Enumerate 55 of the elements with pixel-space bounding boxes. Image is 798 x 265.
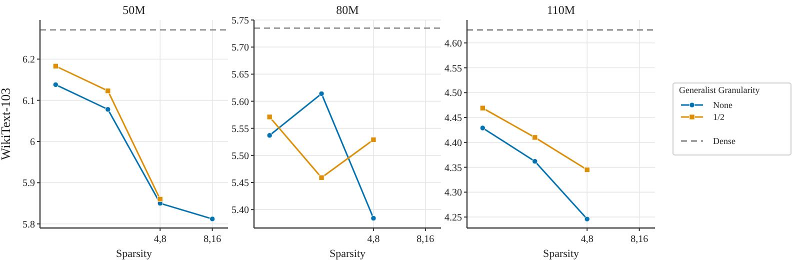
chart-title: 80M [336, 3, 360, 17]
y-tick-label: 5.40 [232, 205, 249, 216]
x-axis-title: Sparsity [116, 248, 153, 260]
point [157, 196, 163, 202]
y-tick-label: 5.8 [22, 219, 35, 230]
y-tick-label: 4.45 [444, 113, 462, 124]
y-tick-label: 4.50 [444, 88, 462, 100]
y-tick-label: 6.2 [22, 54, 35, 66]
y-tick-label: 5.65 [232, 70, 249, 81]
x-tick-label: 8,16 [630, 234, 648, 245]
chart-title: 50M [122, 3, 146, 17]
point [52, 82, 59, 88]
point [480, 105, 486, 111]
y-tick-label: 4.35 [444, 162, 462, 174]
y-tick-label: 4.60 [444, 38, 462, 50]
legend-label: 1/2 [713, 112, 725, 122]
x-axis-title: Sparsity [329, 248, 366, 260]
y-tick-label: 4.55 [444, 63, 462, 74]
point [480, 125, 486, 131]
y-tick-label: 6 [30, 137, 35, 148]
point [370, 215, 376, 222]
point [266, 132, 272, 138]
x-tick-label: 8,16 [416, 234, 434, 245]
x-axis-title: Sparsity [542, 248, 580, 260]
point [266, 114, 272, 120]
point [52, 63, 59, 69]
y-tick-label: 5.9 [22, 178, 35, 190]
y-tick-label: 4.40 [444, 138, 462, 149]
point [532, 158, 538, 164]
y-tick-label: 5.50 [232, 150, 249, 162]
y-axis-title: WikiText-103 [0, 88, 13, 160]
point [318, 174, 324, 180]
y-tick-label: 5.60 [232, 96, 249, 108]
point [584, 216, 590, 222]
y-tick-label: 5.70 [232, 42, 249, 54]
y-tick-label: 5.75 [232, 16, 249, 26]
x-tick-label: 4,8 [580, 234, 594, 245]
x-tick-label: 4,8 [367, 234, 380, 245]
legend-title: Generalist Granularity [679, 85, 760, 95]
x-tick-label: 8,16 [204, 234, 222, 245]
y-tick-label: 4.30 [444, 188, 462, 199]
point [209, 216, 216, 222]
point [532, 134, 538, 140]
point [584, 166, 590, 173]
point [105, 106, 111, 112]
point [370, 136, 376, 143]
chart-title: 110M [546, 3, 576, 17]
legend-label: Dense [713, 136, 736, 146]
y-tick-label: 6.1 [22, 96, 35, 107]
legend-label: None [713, 100, 732, 110]
y-tick-label: 5.45 [232, 178, 249, 189]
x-tick-label: 4,8 [154, 234, 166, 245]
point [318, 90, 324, 97]
y-tick-label: 4.25 [444, 212, 462, 224]
y-tick-label: 5.55 [232, 124, 249, 135]
